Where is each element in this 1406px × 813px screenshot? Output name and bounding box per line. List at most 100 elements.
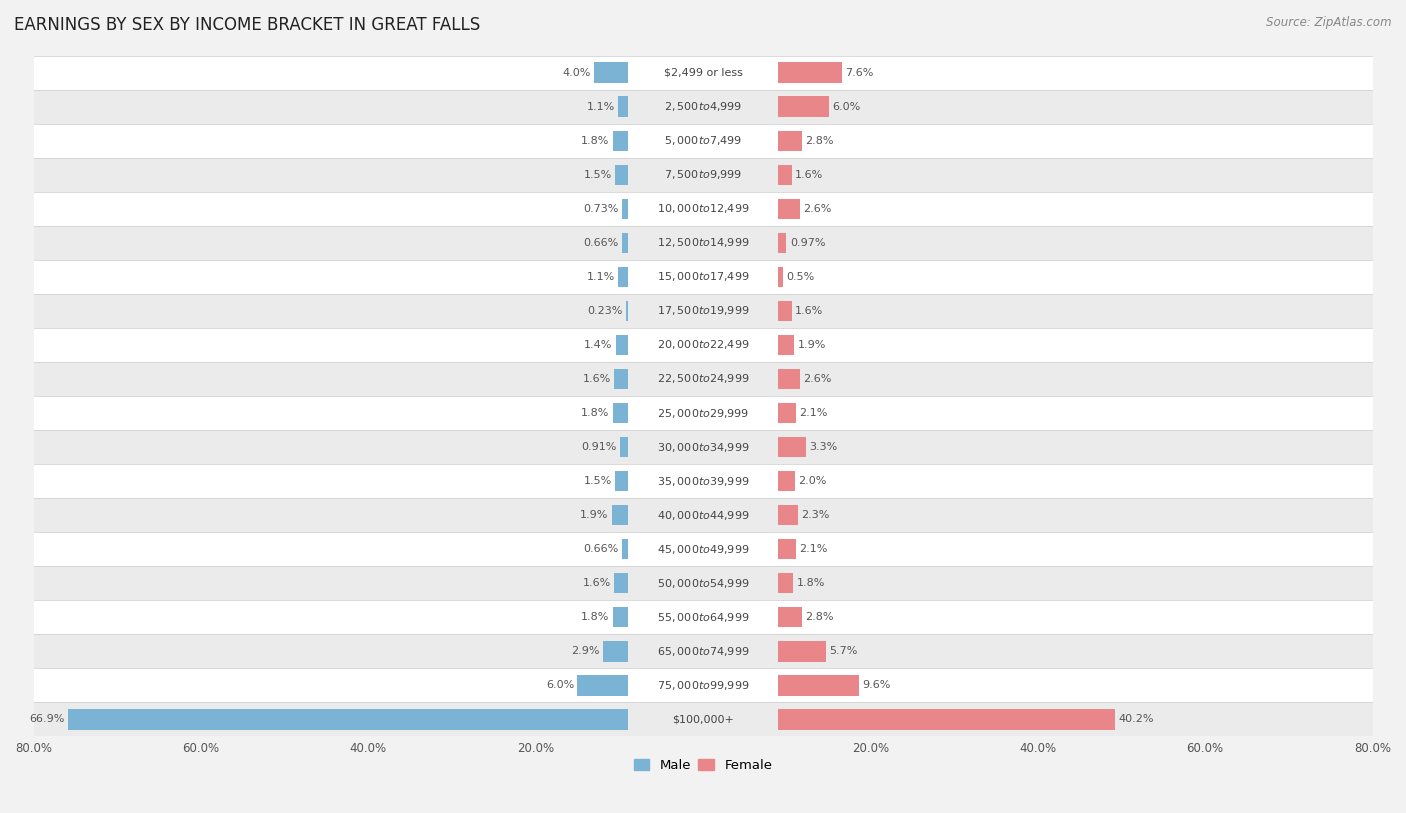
Bar xyxy=(34,192,1372,226)
Text: 0.91%: 0.91% xyxy=(581,442,617,452)
Bar xyxy=(595,63,627,83)
Bar xyxy=(34,260,1372,294)
Text: $5,000 to $7,499: $5,000 to $7,499 xyxy=(664,134,742,147)
Bar xyxy=(779,607,801,628)
Text: 4.0%: 4.0% xyxy=(562,67,591,78)
Bar xyxy=(623,233,627,253)
Text: 2.6%: 2.6% xyxy=(803,374,832,384)
Text: EARNINGS BY SEX BY INCOME BRACKET IN GREAT FALLS: EARNINGS BY SEX BY INCOME BRACKET IN GRE… xyxy=(14,16,481,34)
Bar xyxy=(779,335,794,355)
Bar xyxy=(619,267,627,287)
Text: $15,000 to $17,499: $15,000 to $17,499 xyxy=(657,271,749,284)
Text: $12,500 to $14,999: $12,500 to $14,999 xyxy=(657,237,749,250)
Bar xyxy=(619,97,627,117)
Text: $65,000 to $74,999: $65,000 to $74,999 xyxy=(657,645,749,658)
Bar xyxy=(779,641,825,662)
Bar xyxy=(779,131,801,151)
Bar xyxy=(34,430,1372,464)
Bar xyxy=(779,437,806,457)
Bar xyxy=(578,675,627,696)
Bar xyxy=(614,573,627,593)
Bar xyxy=(34,226,1372,260)
Text: $35,000 to $39,999: $35,000 to $39,999 xyxy=(657,475,749,488)
Text: 0.73%: 0.73% xyxy=(583,204,619,214)
Text: Source: ZipAtlas.com: Source: ZipAtlas.com xyxy=(1267,16,1392,29)
Bar xyxy=(34,124,1372,158)
Text: 2.1%: 2.1% xyxy=(799,544,828,554)
Bar xyxy=(34,533,1372,566)
Bar xyxy=(613,607,627,628)
Legend: Male, Female: Male, Female xyxy=(628,754,778,777)
Text: $17,500 to $19,999: $17,500 to $19,999 xyxy=(657,304,749,317)
Bar xyxy=(779,198,800,219)
Bar xyxy=(34,396,1372,430)
Bar xyxy=(779,539,796,559)
Bar xyxy=(614,369,627,389)
Bar xyxy=(34,566,1372,600)
Bar xyxy=(779,301,792,321)
Text: 0.66%: 0.66% xyxy=(583,238,619,248)
Bar xyxy=(67,709,627,729)
Text: 40.2%: 40.2% xyxy=(1118,715,1153,724)
Bar xyxy=(779,97,828,117)
Text: 1.5%: 1.5% xyxy=(583,170,612,180)
Bar xyxy=(34,158,1372,192)
Text: $100,000+: $100,000+ xyxy=(672,715,734,724)
Bar xyxy=(779,573,793,593)
Bar xyxy=(779,267,783,287)
Text: 2.1%: 2.1% xyxy=(799,408,828,418)
Bar xyxy=(779,233,786,253)
Text: 1.6%: 1.6% xyxy=(582,578,612,589)
Text: 9.6%: 9.6% xyxy=(862,680,890,690)
Bar xyxy=(621,198,627,219)
Text: 0.23%: 0.23% xyxy=(588,306,623,316)
Text: 2.6%: 2.6% xyxy=(803,204,832,214)
Bar xyxy=(34,328,1372,362)
Text: $7,500 to $9,999: $7,500 to $9,999 xyxy=(664,168,742,181)
Text: 1.1%: 1.1% xyxy=(586,272,616,282)
Text: 1.9%: 1.9% xyxy=(797,340,825,350)
Bar xyxy=(34,634,1372,668)
Text: $40,000 to $44,999: $40,000 to $44,999 xyxy=(657,509,749,522)
Text: 1.6%: 1.6% xyxy=(794,306,824,316)
Text: 0.5%: 0.5% xyxy=(786,272,814,282)
Bar xyxy=(34,668,1372,702)
Text: 1.4%: 1.4% xyxy=(585,340,613,350)
Bar xyxy=(623,539,627,559)
Text: $45,000 to $49,999: $45,000 to $49,999 xyxy=(657,543,749,555)
Text: 1.8%: 1.8% xyxy=(581,408,609,418)
Text: 6.0%: 6.0% xyxy=(832,102,860,111)
Text: 1.8%: 1.8% xyxy=(581,136,609,146)
Bar xyxy=(779,63,842,83)
Bar xyxy=(613,402,627,424)
Text: 2.8%: 2.8% xyxy=(806,612,834,622)
Bar xyxy=(779,505,797,525)
Text: 0.66%: 0.66% xyxy=(583,544,619,554)
Text: 5.7%: 5.7% xyxy=(830,646,858,656)
Text: $2,500 to $4,999: $2,500 to $4,999 xyxy=(664,100,742,113)
Text: $50,000 to $54,999: $50,000 to $54,999 xyxy=(657,576,749,589)
Text: 0.97%: 0.97% xyxy=(790,238,825,248)
Bar xyxy=(34,362,1372,396)
Text: 2.8%: 2.8% xyxy=(806,136,834,146)
Text: 2.3%: 2.3% xyxy=(801,510,830,520)
Text: 7.6%: 7.6% xyxy=(845,67,873,78)
Text: 2.9%: 2.9% xyxy=(572,646,600,656)
Text: $25,000 to $29,999: $25,000 to $29,999 xyxy=(657,406,749,420)
Bar xyxy=(779,164,792,185)
Text: $2,499 or less: $2,499 or less xyxy=(664,67,742,78)
Text: 1.6%: 1.6% xyxy=(582,374,612,384)
Bar xyxy=(779,709,1115,729)
Text: 2.0%: 2.0% xyxy=(799,476,827,486)
Bar xyxy=(34,89,1372,124)
Bar xyxy=(34,55,1372,89)
Bar xyxy=(616,471,627,491)
Text: $22,500 to $24,999: $22,500 to $24,999 xyxy=(657,372,749,385)
Text: $55,000 to $64,999: $55,000 to $64,999 xyxy=(657,611,749,624)
Text: 6.0%: 6.0% xyxy=(546,680,574,690)
Text: 1.8%: 1.8% xyxy=(581,612,609,622)
Text: $75,000 to $99,999: $75,000 to $99,999 xyxy=(657,679,749,692)
Text: 3.3%: 3.3% xyxy=(810,442,838,452)
Text: 1.5%: 1.5% xyxy=(583,476,612,486)
Bar xyxy=(616,164,627,185)
